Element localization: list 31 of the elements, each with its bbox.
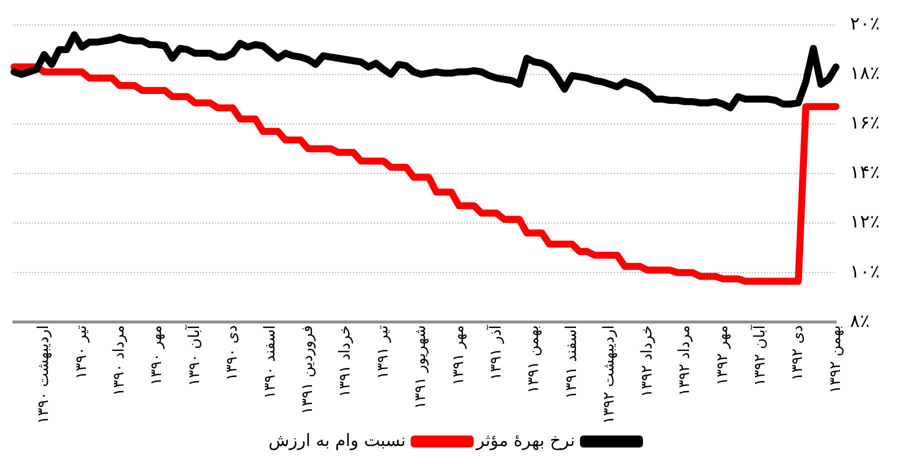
x-tick-label: اسفند ۱۳۹۰ [260,325,278,399]
x-tick-label: خرداد ۱۳۹۲ [637,325,656,398]
y-tick-label: ۱۴٪ [850,162,880,184]
x-tick-label: اردیبهشت ۱۳۹۲ [600,325,618,424]
x-tick-label: تیر ۱۳۹۱ [373,325,392,380]
x-tick-label: اردیبهشت ۱۳۹۰ [34,325,52,424]
x-tick-label: اسفند ۱۳۹۱ [562,325,580,399]
x-tick-label: تیر ۱۳۹۰ [72,325,90,380]
x-tick-label: دی ۱۳۹۲ [788,325,806,381]
x-tick-label: فروردین ۱۳۹۱ [298,325,316,414]
y-tick-label: ۸٪ [850,310,870,332]
x-tick-label: شهریور ۱۳۹۱ [411,325,430,410]
x-tick-label: دی ۱۳۹۰ [222,325,241,381]
x-tick-label: مهر ۱۳۹۱ [448,325,467,386]
x-tick-label: بهمن ۱۳۹۱ [524,325,542,394]
x-tick-label: بهمن ۱۳۹۲ [826,325,844,394]
x-tick-label: مهر ۱۳۹۲ [712,325,731,386]
y-tick-label: ۲۰٪ [850,13,880,34]
x-tick-label: مرداد ۱۳۹۲ [675,325,694,396]
x-tick-label: آبان ۱۳۹۲ [749,324,768,386]
x-tick-label: مهر ۱۳۹۰ [147,325,166,386]
legend-label: نرخ بهرهٔ مؤثر [475,430,575,451]
x-tick-label: آبان ۱۳۹۰ [184,324,203,386]
x-tick-label: خرداد ۱۳۹۱ [336,325,354,398]
y-tick-label: ۱۰٪ [850,261,880,282]
y-tick-label: ۱۸٪ [850,63,880,84]
legend-label: نسبت وام به ارزش [268,430,406,451]
y-tick-label: ۱۲٪ [850,212,880,233]
x-tick-label: آذر ۱۳۹۱ [486,324,505,380]
x-tick-label: مرداد ۱۳۹۰ [109,325,128,396]
y-tick-label: ۱۶٪ [850,112,880,134]
